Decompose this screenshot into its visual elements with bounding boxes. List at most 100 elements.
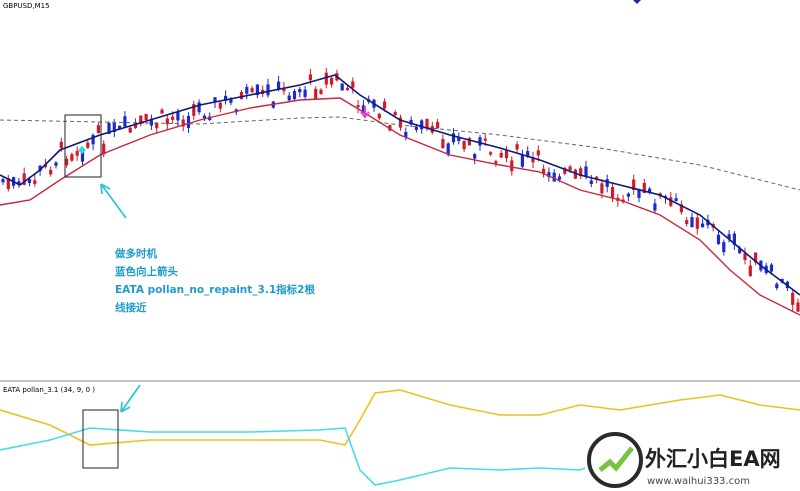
candle-part xyxy=(637,189,641,198)
candle-part xyxy=(568,166,572,171)
candle-part xyxy=(563,168,567,174)
candle-part xyxy=(218,102,222,109)
candle-part xyxy=(250,88,254,93)
candle-part xyxy=(494,161,498,164)
candle-part xyxy=(155,122,159,129)
note-line: 蓝色向上箭头 xyxy=(115,265,178,278)
candle-part xyxy=(107,122,111,134)
candle-part xyxy=(176,111,180,121)
candle-part xyxy=(542,168,546,175)
candle-part xyxy=(59,141,63,148)
candle-part xyxy=(748,265,752,276)
red-ma xyxy=(0,97,800,316)
candle-part xyxy=(436,122,440,129)
note-line: 做多时机 xyxy=(114,247,157,260)
candle-part xyxy=(91,134,95,145)
candle-part xyxy=(526,151,530,157)
candle-part xyxy=(102,143,106,155)
highlight-box xyxy=(82,409,119,469)
candle-part xyxy=(520,155,524,167)
annotation-arrow xyxy=(120,384,141,413)
indicator-label: EATA pollan_3.1 (34, 9, 0 ) xyxy=(3,386,95,394)
candle-part xyxy=(584,166,588,177)
sell-signal xyxy=(360,106,370,119)
candle-part xyxy=(515,144,519,150)
candle-part xyxy=(361,105,365,114)
candle-part xyxy=(727,234,731,240)
candle-part xyxy=(22,173,26,185)
candle-part xyxy=(451,133,456,143)
candle-part xyxy=(610,187,615,198)
slow-ma xyxy=(0,116,800,191)
candle-part xyxy=(75,150,79,156)
candle-part xyxy=(414,126,418,130)
candle-part xyxy=(473,154,477,159)
candle-part xyxy=(504,150,509,159)
candle-part xyxy=(345,88,350,91)
candle-part xyxy=(462,140,466,150)
symbol-label: GBPUSD,M15 xyxy=(3,2,50,10)
candle-part xyxy=(547,172,551,178)
candle-part xyxy=(303,89,307,97)
candle-part xyxy=(626,193,630,197)
candle-part xyxy=(573,169,577,179)
candle-part xyxy=(186,116,191,128)
candle-part xyxy=(144,113,148,121)
annotation-arrow xyxy=(100,183,127,219)
buy-signal xyxy=(78,146,86,154)
candle-part xyxy=(769,264,774,272)
candle-part xyxy=(754,252,758,263)
watermark-url: www.waihui333.com xyxy=(647,476,750,487)
candle-part xyxy=(86,142,90,148)
candle-part xyxy=(6,178,10,190)
logo-check xyxy=(598,446,634,472)
candle-part xyxy=(123,116,127,127)
candle-part xyxy=(314,88,318,100)
candle-part xyxy=(43,164,47,168)
candle-part xyxy=(483,138,487,141)
yellow-line xyxy=(0,389,800,446)
candle-part xyxy=(743,253,747,261)
candle-part xyxy=(65,158,69,166)
note-line: 线接近 xyxy=(115,301,147,314)
candle-part xyxy=(420,120,424,130)
candle-part xyxy=(255,84,259,95)
candle-part xyxy=(632,179,636,191)
candle-part xyxy=(356,105,360,108)
candle-part xyxy=(17,181,21,185)
candle-part xyxy=(213,97,217,103)
cyan-line xyxy=(0,427,661,486)
candle-part xyxy=(669,197,673,206)
candle-part xyxy=(80,150,85,162)
logo-ring xyxy=(587,432,643,488)
candle-part xyxy=(642,182,646,194)
candle-part xyxy=(388,125,392,131)
candle-part xyxy=(70,154,74,161)
candle-part xyxy=(149,120,153,126)
candle-part xyxy=(595,176,599,180)
candle-part xyxy=(457,137,461,141)
candle-part xyxy=(679,204,683,213)
candle-part xyxy=(648,188,652,192)
candle-part xyxy=(404,131,408,138)
candle-part xyxy=(653,203,657,211)
candle-part xyxy=(605,179,609,187)
candle-part xyxy=(716,234,721,245)
candle-part xyxy=(398,117,403,128)
candle-part xyxy=(674,198,678,202)
candle-part xyxy=(27,179,32,183)
candle-part xyxy=(308,74,312,81)
candle-part xyxy=(340,83,344,91)
candle-part xyxy=(319,89,323,95)
candle-part xyxy=(775,283,779,289)
candle-part xyxy=(478,137,482,146)
candle-part xyxy=(796,302,800,312)
candle-part xyxy=(377,113,381,119)
candle-part xyxy=(557,176,562,180)
candle-part xyxy=(298,89,302,93)
candle-part xyxy=(171,116,175,120)
candle-part xyxy=(425,118,429,129)
marker xyxy=(633,0,641,4)
candle-part xyxy=(685,220,689,224)
candle-part xyxy=(224,95,228,101)
